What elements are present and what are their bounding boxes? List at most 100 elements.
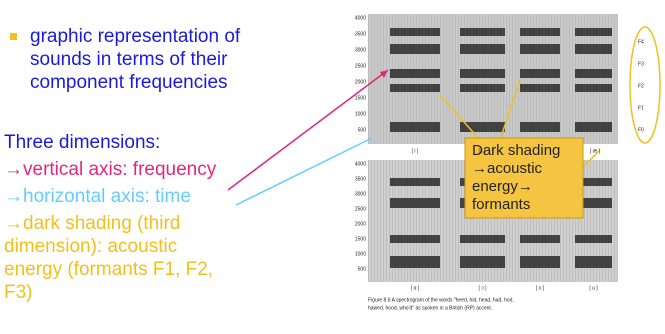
texture [416, 14, 417, 144]
texture [530, 14, 531, 144]
arrow-time [235, 137, 373, 206]
texture [374, 14, 375, 144]
texture [614, 160, 615, 282]
texture [611, 14, 612, 144]
texture [419, 14, 420, 144]
texture [569, 14, 570, 144]
texture [521, 14, 522, 144]
formant-band [460, 44, 505, 54]
texture [581, 14, 582, 144]
texture [443, 14, 444, 144]
formant-band [575, 44, 612, 54]
texture [389, 14, 390, 144]
texture [542, 160, 543, 282]
formant-label: F2 [638, 83, 644, 89]
texture [494, 160, 495, 282]
texture [590, 14, 591, 144]
texture [419, 160, 420, 282]
texture [491, 14, 492, 144]
y-tick-label: 1500 [355, 236, 366, 242]
texture [473, 14, 474, 144]
y-tick-label: 1000 [355, 251, 366, 257]
texture [506, 14, 507, 144]
formant-band [520, 256, 560, 268]
texture [521, 160, 522, 282]
callout-text: energy→ [472, 178, 533, 195]
texture [458, 160, 459, 282]
texture [617, 160, 618, 282]
texture [533, 14, 534, 144]
texture [470, 14, 471, 144]
formant-band [575, 178, 612, 186]
dimension-vertical: →vertical axis: frequency [4, 159, 217, 180]
texture [494, 14, 495, 144]
texture [563, 14, 564, 144]
dimension-shading: energy (formants F1, F2, [4, 259, 213, 280]
formant-band [390, 198, 440, 208]
texture [584, 14, 585, 144]
y-tick-label: 3500 [355, 31, 366, 37]
formant-label: F1 [638, 105, 644, 111]
texture [470, 160, 471, 282]
texture [584, 160, 585, 282]
pointer [439, 94, 481, 141]
texture [572, 160, 573, 282]
texture [455, 14, 456, 144]
texture [395, 14, 396, 144]
texture [404, 160, 405, 282]
formant-band [575, 198, 612, 208]
texture [569, 160, 570, 282]
texture [482, 14, 483, 144]
texture [485, 160, 486, 282]
texture [377, 160, 378, 282]
texture [374, 160, 375, 282]
texture [608, 160, 609, 282]
texture [467, 160, 468, 282]
texture [524, 160, 525, 282]
formant-band [520, 44, 560, 54]
texture [539, 160, 540, 282]
formant-band [575, 84, 612, 92]
vowel-label: [ æ ] [590, 148, 601, 154]
texture [386, 14, 387, 144]
arrowhead [380, 70, 388, 78]
texture [551, 14, 552, 144]
texture [536, 160, 537, 282]
pointer [499, 79, 521, 141]
formant-label: F0 [638, 127, 644, 133]
formant-band [575, 28, 612, 36]
formant-band [390, 178, 440, 186]
texture [434, 160, 435, 282]
texture [377, 14, 378, 144]
texture [461, 160, 462, 282]
texture [548, 14, 549, 144]
formant-band [575, 122, 612, 132]
y-tick-label: 1500 [355, 95, 366, 101]
texture [386, 160, 387, 282]
texture [500, 14, 501, 144]
texture [605, 160, 606, 282]
texture [545, 160, 546, 282]
formant-band [460, 69, 505, 78]
texture [389, 160, 390, 282]
texture [506, 160, 507, 282]
texture [404, 14, 405, 144]
texture [596, 160, 597, 282]
texture [560, 14, 561, 144]
texture [587, 14, 588, 144]
texture [503, 14, 504, 144]
texture [368, 14, 369, 144]
y-tick-label: 500 [358, 266, 367, 272]
dimension-horizontal: →horizontal axis: time [4, 186, 191, 207]
formant-ellipse [629, 26, 661, 144]
texture [542, 14, 543, 144]
formant-band [390, 84, 440, 92]
y-tick-label: 2000 [355, 221, 366, 227]
formant-band [390, 122, 440, 132]
texture [566, 14, 567, 144]
texture [497, 14, 498, 144]
texture [578, 14, 579, 144]
texture [392, 14, 393, 144]
vowel-label: [ I ] [479, 148, 487, 154]
texture [527, 160, 528, 282]
